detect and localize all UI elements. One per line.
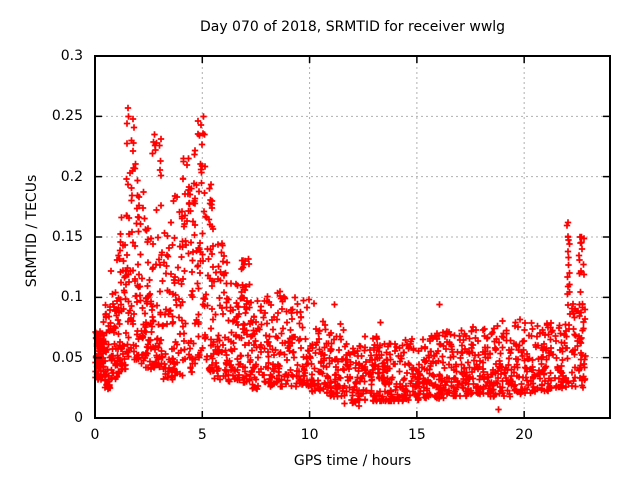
y-tick-label: 0.3: [60, 48, 83, 64]
x-tick-label: 10: [300, 427, 319, 443]
chart-title: Day 070 of 2018, SRMTID for receiver wwl…: [199, 19, 506, 35]
grid-lines: [96, 57, 609, 417]
y-tick-label: 0.2: [60, 168, 83, 185]
scatter-points: [92, 104, 589, 413]
y-tick-label: 0.15: [51, 229, 83, 245]
axis-ticks: [94, 55, 610, 419]
x-tick-label: 0: [90, 427, 100, 443]
x-axis-label: GPS time / hours: [293, 453, 412, 469]
y-tick-label: 0: [74, 410, 83, 426]
x-tick-label: 5: [197, 427, 207, 443]
x-tick-label: 15: [407, 427, 426, 443]
y-tick-label: 0.05: [51, 349, 83, 366]
y-tick-label: 0.25: [51, 108, 83, 125]
x-tick-label: 20: [515, 427, 534, 443]
y-tick-label: 0.1: [60, 289, 83, 306]
